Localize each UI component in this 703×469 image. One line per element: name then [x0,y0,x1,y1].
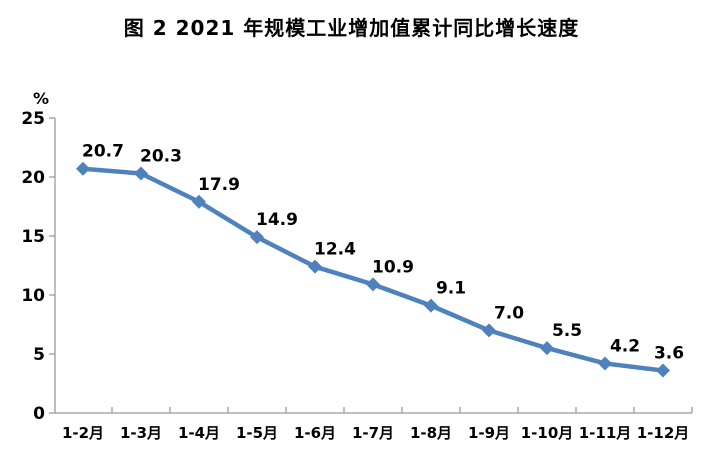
y-tick-label: 5 [33,345,45,365]
x-category-label: 1-2月 [62,424,104,442]
y-tick-label: 15 [21,227,45,247]
data-point-marker [250,230,264,245]
data-point-label: 4.2 [610,336,640,356]
y-axis-unit-label: % [33,89,49,108]
data-point-marker [366,277,380,292]
x-category-label: 1-4月 [178,424,220,442]
data-point-label: 17.9 [198,175,240,195]
data-point-label: 7.0 [494,303,524,323]
x-category-label: 1-3月 [120,424,162,442]
data-point-marker [540,341,554,356]
data-point-label: 20.3 [140,146,182,166]
data-point-marker [482,323,496,338]
x-category-label: 1-7月 [352,424,394,442]
x-category-label: 1-11月 [579,424,632,442]
data-point-label: 12.4 [314,240,356,260]
x-category-label: 1-12月 [637,424,690,442]
y-tick-label: 25 [21,109,45,129]
x-category-label: 1-9月 [468,424,510,442]
data-point-marker [656,363,670,378]
x-category-label: 1-6月 [294,424,336,442]
y-tick-label: 10 [21,286,45,306]
data-point-marker [424,298,438,313]
y-tick-label: 20 [21,168,45,188]
x-category-label: 1-10月 [521,424,574,442]
data-point-marker [192,194,206,209]
data-point-marker [308,259,322,274]
data-point-label: 3.6 [654,344,684,364]
data-point-label: 9.1 [436,279,466,299]
x-category-label: 1-8月 [410,424,452,442]
data-point-label: 20.7 [82,142,124,162]
data-point-label: 14.9 [256,210,298,230]
x-category-label: 1-5月 [236,424,278,442]
data-point-label: 5.5 [552,321,582,341]
data-point-marker [598,356,612,371]
data-point-marker [134,166,148,181]
data-point-label: 10.9 [372,257,414,277]
y-tick-label: 0 [33,404,45,424]
chart-title: 图 2 2021 年规模工业增加值累计同比增长速度 [123,16,580,40]
data-point-marker [76,161,90,176]
